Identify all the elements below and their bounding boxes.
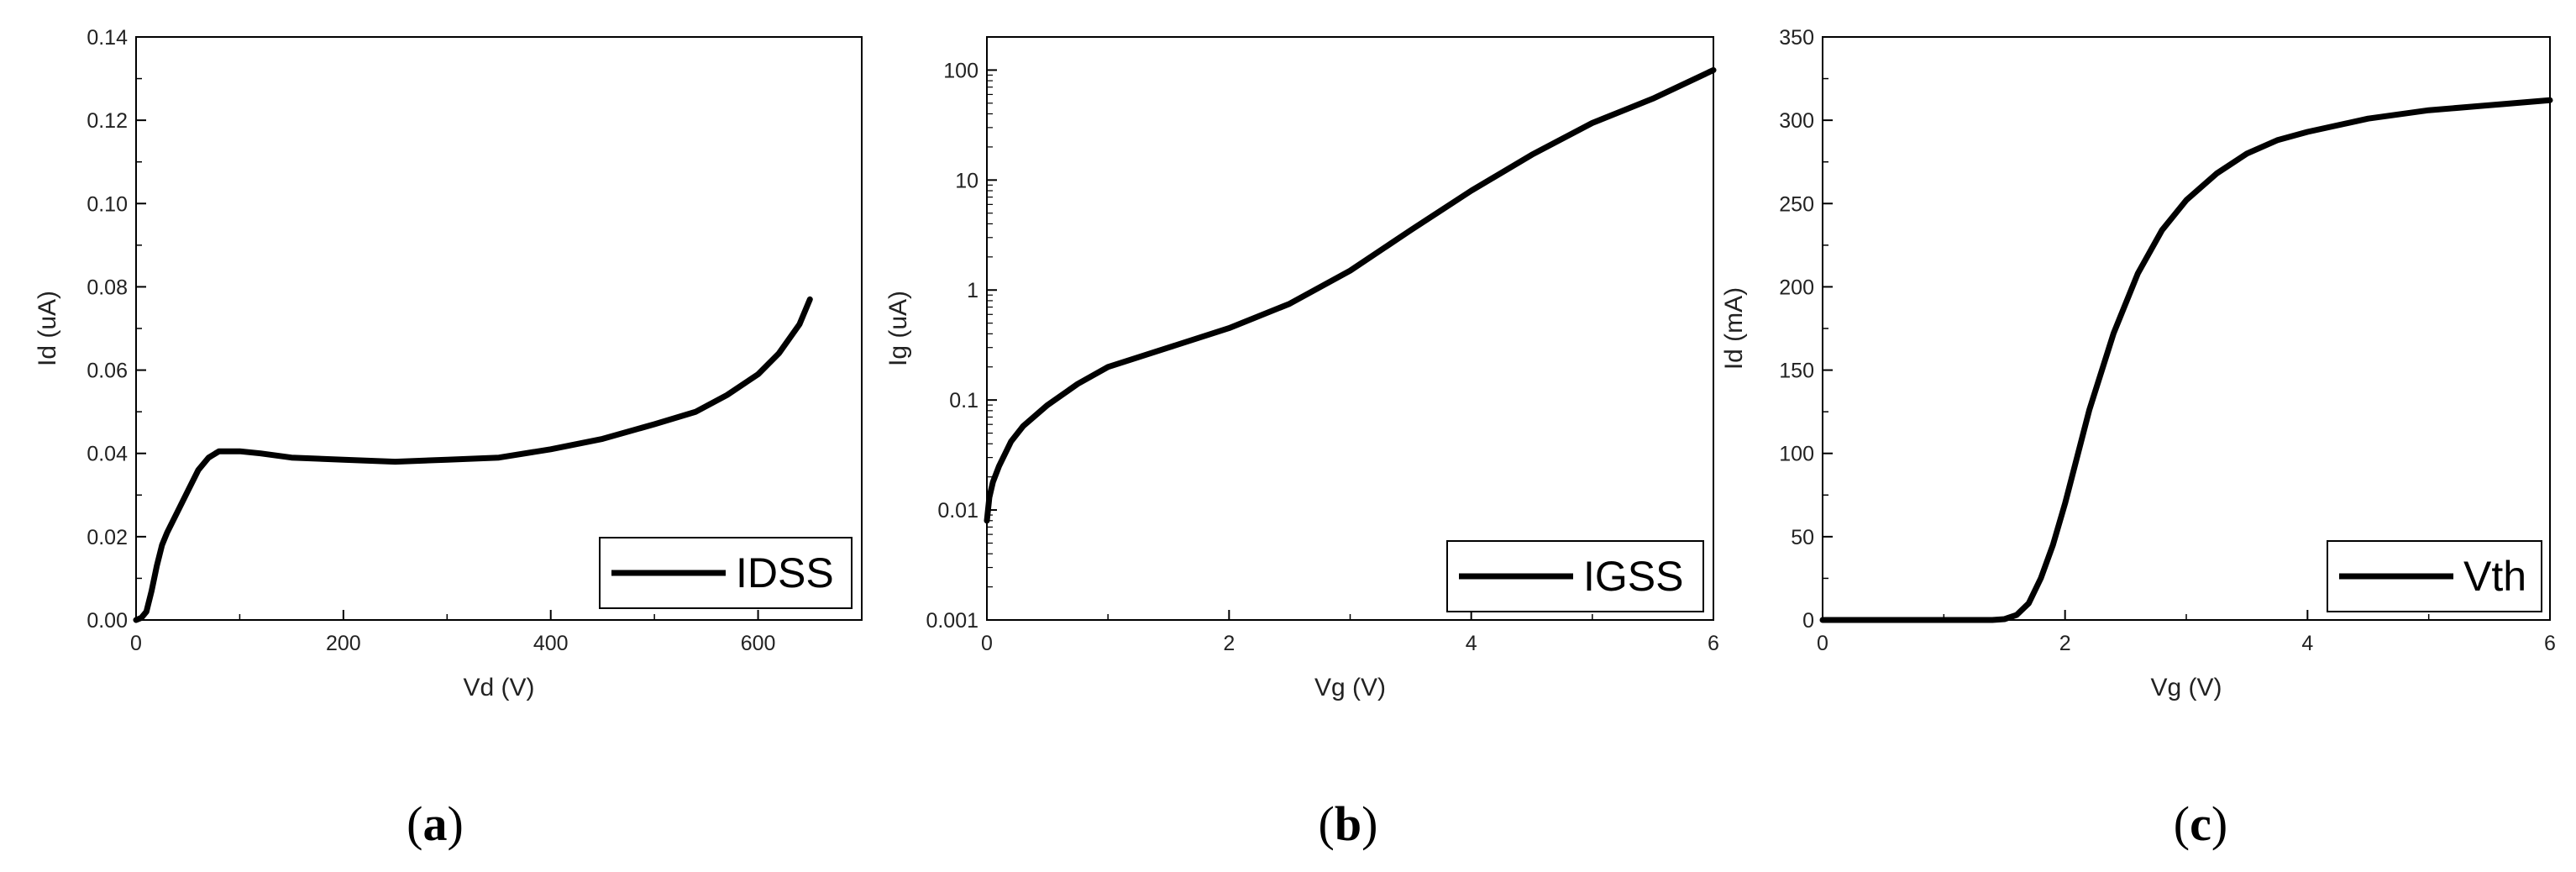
y-axis-label: Ig (uA) <box>884 291 912 366</box>
y-tick-label: 250 <box>1779 192 1814 216</box>
y-tick-label: 0.10 <box>87 192 128 216</box>
series-line-IDSS <box>133 296 813 623</box>
y-tick-label: 200 <box>1779 276 1814 299</box>
y-tick-label: 100 <box>943 59 978 82</box>
y-tick-label: 0.1 <box>949 389 978 412</box>
plot-frame <box>1822 36 2551 621</box>
panel-label: (a) <box>407 796 464 851</box>
plot-frame <box>135 36 863 621</box>
x-tick-label: 200 <box>326 632 361 655</box>
y-tick-label: 150 <box>1779 360 1814 383</box>
series-line-Vth <box>1819 97 2553 623</box>
legend-label: IGSS <box>1583 553 1683 600</box>
x-tick-label: 600 <box>741 632 776 655</box>
x-axis-label: Vg (V) <box>2150 674 2222 701</box>
x-axis-label: Vg (V) <box>1314 674 1386 701</box>
x-tick-label: 0 <box>130 632 142 655</box>
chart-panel-b: 0 2 4 6 0.001 0.01 0.1 1 10 100 Vg (V) Ig (uA) IGSS (… <box>884 36 1719 851</box>
y-tick-label: 300 <box>1779 109 1814 133</box>
y-tick-label: 0.06 <box>87 360 128 383</box>
x-tick-label: 0 <box>981 632 993 655</box>
y-tick-label: 350 <box>1779 26 1814 50</box>
plot-frame <box>986 36 1714 621</box>
y-tick-label: 0.14 <box>87 26 128 50</box>
y-tick-label: 0.08 <box>87 276 128 299</box>
y-tick-label: 10 <box>955 169 978 192</box>
y-tick-label: 0.001 <box>926 609 978 633</box>
y-tick-label: 0.04 <box>87 443 128 466</box>
y-tick-label: 0.12 <box>87 109 128 133</box>
y-tick-label: 0.00 <box>87 609 128 633</box>
panel-label: (b) <box>1319 796 1378 851</box>
x-tick-label: 4 <box>2301 632 2313 655</box>
x-axis-label: Vd (V) <box>463 674 534 701</box>
x-tick-label: 2 <box>1223 632 1235 655</box>
y-tick-label: 1 <box>967 279 978 302</box>
y-tick-label: 100 <box>1779 443 1814 466</box>
x-tick-label: 6 <box>1708 632 1719 655</box>
chart-panel-a: 0 200 400 600 0.00 0.02 0.04 0.06 0.08 0.10 0.12 0.… <box>34 26 863 851</box>
y-axis-label: Id (mA) <box>1720 287 1748 370</box>
y-tick-label: 50 <box>1791 526 1814 549</box>
y-tick-label: 0.02 <box>87 526 128 549</box>
x-tick-label: 0 <box>1817 632 1828 655</box>
x-tick-label: 4 <box>1466 632 1477 655</box>
y-axis-label: Id (uA) <box>34 291 61 366</box>
panel-label: (c) <box>2174 796 2227 851</box>
x-tick-label: 400 <box>533 632 569 655</box>
series-line-IGSS <box>984 66 1717 524</box>
y-tick-label: 0 <box>1802 609 1814 633</box>
x-tick-label: 6 <box>2544 632 2556 655</box>
legend-label: IDSS <box>736 549 834 596</box>
chart-panel-c: 0 2 4 6 0 50 100 150 200 250 300 350 Vg (V) Id (mA) Vt… <box>1720 26 2556 851</box>
x-tick-label: 2 <box>2059 632 2071 655</box>
y-tick-label: 0.01 <box>937 499 978 523</box>
legend-label: Vth <box>2463 553 2526 600</box>
